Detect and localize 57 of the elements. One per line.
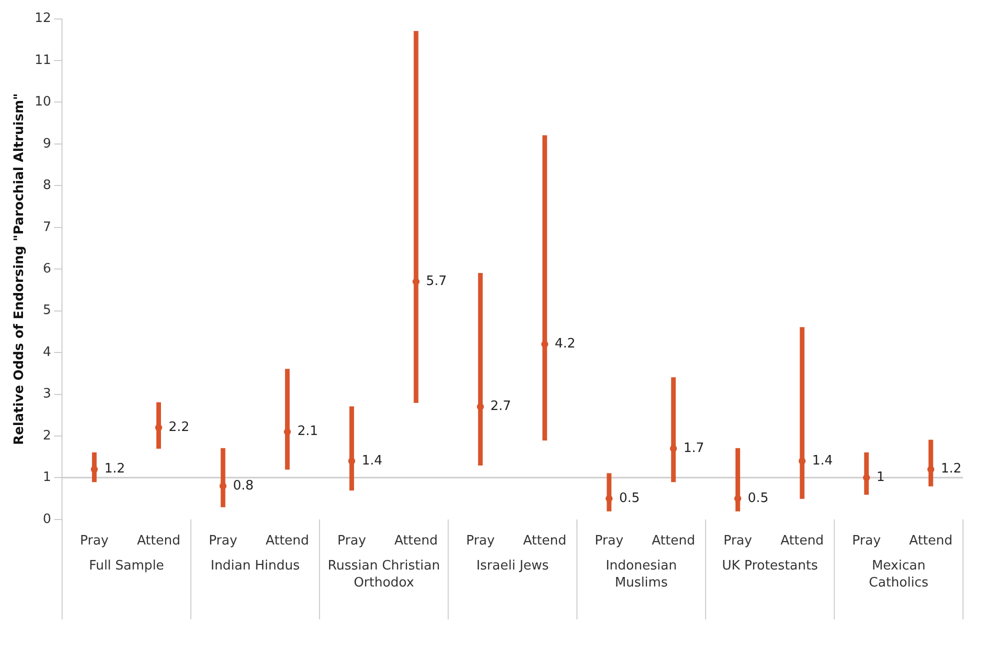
bar	[542, 135, 548, 440]
y-tick-label: 8	[42, 178, 52, 194]
text: Indonesian Muslims	[606, 558, 677, 590]
bar	[671, 377, 676, 482]
text: Full Sample	[88, 558, 164, 574]
x-tick-label: Attend	[780, 534, 824, 549]
data-label: 2.7	[490, 399, 512, 414]
x-tick-label: Attend	[909, 534, 953, 549]
x-tick-label: Pray	[594, 534, 624, 549]
x-tick-label: Pray	[852, 534, 882, 549]
x-tick-label: Pray	[466, 534, 496, 549]
data-label: 4.2	[554, 336, 576, 352]
bar	[349, 406, 354, 491]
x-tick-label: Attend	[394, 534, 438, 549]
data-label: 1.7	[683, 440, 704, 456]
text: Israeli Jews	[476, 558, 550, 574]
x-tick-label: Attend	[652, 534, 696, 549]
x-tick-label: Pray	[80, 534, 109, 549]
x-tick-label: Pray	[723, 534, 752, 549]
y-tick-label: 6	[42, 261, 52, 276]
text: Mexican Catholics	[868, 558, 929, 590]
y-axis-title: Relative Odds of Endorsing "Parochial Altruism"	[12, 93, 28, 445]
y-tick-label: 0	[42, 512, 52, 527]
y-tick-label: 2	[42, 428, 52, 444]
y-tick-label: 9	[42, 136, 52, 152]
bar	[735, 448, 740, 512]
bar	[478, 272, 483, 466]
data-label: 1	[876, 470, 885, 486]
x-tick-label: Attend	[266, 534, 310, 549]
bar	[414, 30, 418, 403]
data-label: 1.2	[940, 462, 962, 477]
bar	[800, 327, 804, 499]
text: UK Protestants	[722, 558, 818, 574]
y-tick-label: 11	[34, 52, 52, 68]
bar	[285, 368, 290, 470]
x-tick-label: Attend	[136, 534, 180, 549]
data-label: 2.1	[297, 424, 318, 440]
x-tick-label: Attend	[523, 534, 566, 549]
data-label: 1.2	[104, 462, 126, 477]
y-tick-label: 12	[34, 11, 52, 26]
text: Russian Christian Orthodox	[328, 558, 440, 590]
y-tick-label: 4	[42, 344, 52, 360]
data-label: 2.2	[168, 420, 190, 435]
y-tick-label: 5	[42, 303, 52, 318]
data-label: 5.7	[426, 274, 447, 289]
data-label: 0.5	[619, 490, 640, 506]
data-label: 1.4	[362, 453, 382, 468]
y-tick-label: 7	[42, 220, 52, 235]
y-tick-label: 3	[42, 386, 52, 402]
y-tick-label: 1	[42, 470, 52, 486]
text: Indian Hindus	[210, 558, 300, 574]
x-tick-label: Pray	[337, 534, 366, 549]
data-label: 0.5	[748, 490, 768, 506]
y-tick-label: 10	[34, 94, 52, 110]
data-label: 0.8	[233, 478, 254, 494]
data-label: 1.4	[812, 453, 833, 468]
x-tick-label: Pray	[208, 534, 238, 549]
